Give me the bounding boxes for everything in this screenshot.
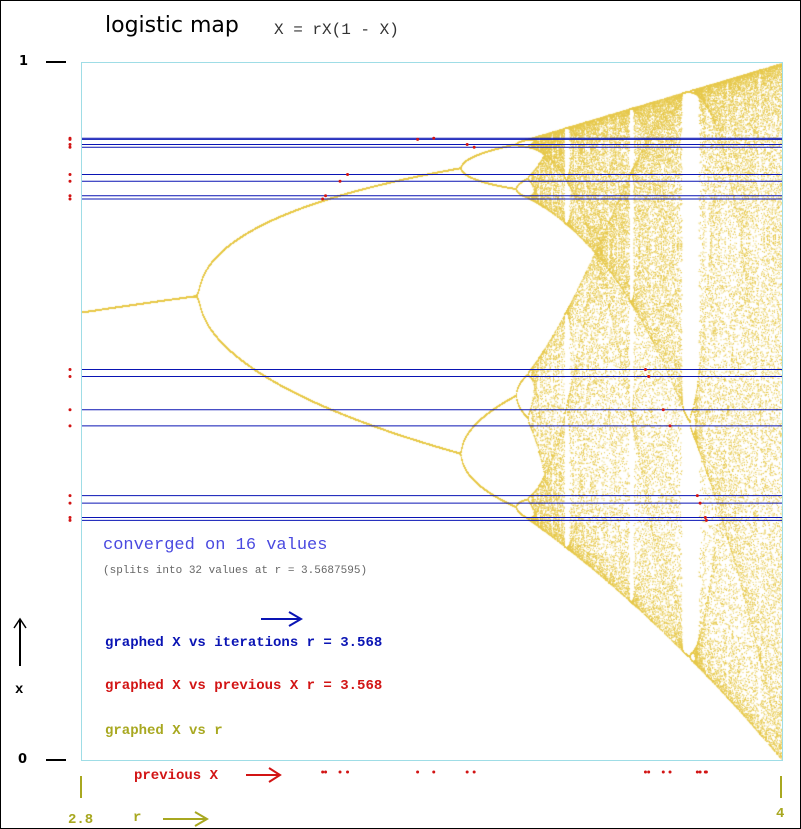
previous-x-point (695, 494, 699, 498)
previous-x-marker (703, 770, 707, 774)
previous-x-point (661, 408, 665, 412)
previous-x-label: previous X (134, 768, 219, 784)
r-arrow-icon (163, 811, 209, 827)
previous-arrow-icon (246, 767, 282, 783)
x-value-marker (68, 197, 72, 201)
previous-x-marker (324, 770, 328, 774)
previous-x-point (643, 368, 647, 372)
previous-x-point (416, 137, 420, 141)
previous-x-marker (668, 770, 672, 774)
previous-x-marker (643, 770, 647, 774)
x-tick-mark-left (80, 776, 82, 798)
y-axis-label: x (15, 682, 24, 698)
y-tick-mark-0 (46, 759, 66, 761)
previous-x-marker (661, 770, 665, 774)
previous-x-markers (321, 770, 708, 774)
y-tick-mark-1 (46, 61, 66, 63)
x-value-marker (68, 518, 72, 522)
x-value-marker (68, 143, 72, 147)
x-value-marker (68, 515, 72, 519)
x-axis-label: r (133, 810, 142, 826)
previous-x-marker (698, 770, 702, 774)
overlay-marks (82, 136, 782, 522)
legend-vs-r: graphed X vs r (105, 723, 223, 739)
previous-x-point (703, 515, 707, 519)
previous-x-point (472, 145, 476, 149)
converged-status: converged on 16 values (103, 536, 328, 555)
x-value-marker (68, 424, 72, 428)
x-value-marker (68, 172, 72, 176)
legend-iterations: graphed X vs iterations r = 3.568 (105, 635, 383, 651)
previous-x-point (346, 172, 350, 176)
previous-x-point (698, 501, 702, 505)
x-value-markers (68, 136, 72, 522)
x-value-marker (68, 194, 72, 198)
previous-x-point (668, 424, 672, 428)
x-value-marker (68, 137, 72, 141)
y-tick-1: 1 (19, 54, 29, 69)
previous-x-point (704, 518, 708, 522)
iterations-arrow-icon (261, 611, 303, 627)
up-arrow-icon (13, 617, 27, 666)
previous-x-marker (695, 770, 699, 774)
previous-x-marker (432, 770, 436, 774)
x-value-marker (68, 368, 72, 372)
previous-x-marker (465, 770, 469, 774)
page-title: logistic map (105, 13, 239, 38)
x-value-marker (68, 375, 72, 379)
previous-x-point (647, 375, 651, 379)
bifurcation-points (82, 63, 782, 760)
previous-x-marker (338, 770, 342, 774)
previous-x-marker (346, 770, 350, 774)
previous-x-marker (472, 770, 476, 774)
x-value-marker (68, 179, 72, 183)
formula: X = rX(1 - X) (274, 21, 399, 39)
x-tick-mark-right (780, 776, 782, 798)
previous-x-marker (647, 770, 651, 774)
previous-x-point (338, 179, 342, 183)
x-tick-right: 4 (776, 806, 785, 822)
y-tick-0: 0 (18, 752, 28, 767)
previous-x-point (432, 136, 436, 140)
previous-x-point (465, 143, 469, 147)
x-value-marker (68, 408, 72, 412)
previous-x-marker (416, 770, 420, 774)
legend-previous: graphed X vs previous X r = 3.568 (105, 678, 383, 694)
previous-x-point (321, 197, 325, 201)
x-value-marker (68, 501, 72, 505)
x-tick-left: 2.8 (68, 812, 94, 828)
previous-x-point (324, 194, 328, 198)
x-value-marker (68, 494, 72, 498)
plot-area[interactable] (81, 62, 783, 761)
previous-x-marker (321, 770, 325, 774)
split-note: (splits into 32 values at r = 3.5687595) (103, 565, 368, 577)
x-value-marker (68, 145, 72, 149)
